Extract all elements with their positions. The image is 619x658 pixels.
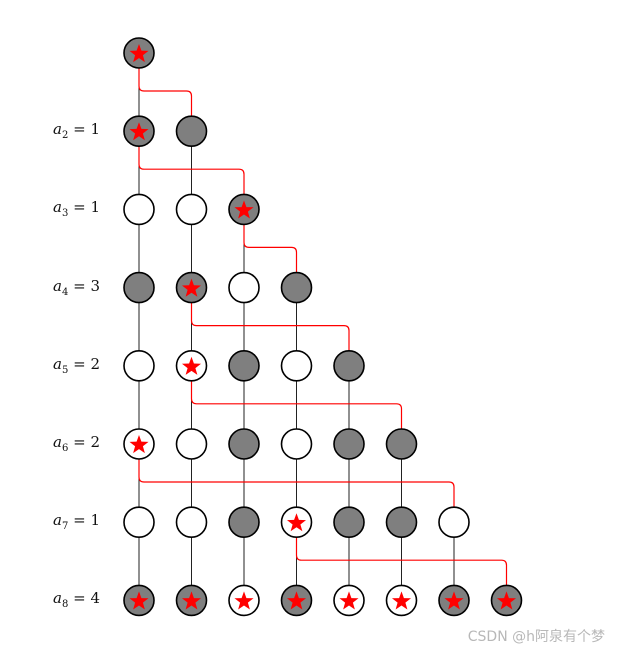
star-icon <box>234 591 254 610</box>
star-icon <box>181 278 202 297</box>
node-r7-c5 <box>333 506 365 539</box>
star-icon <box>496 591 517 610</box>
node-r7-c1 <box>123 506 155 539</box>
label-value: 3 <box>90 276 100 295</box>
row-label-a6: a6 = 2 <box>0 433 100 454</box>
star-icon <box>286 513 307 532</box>
star-icon <box>129 44 149 63</box>
label-subscript: 3 <box>61 208 69 220</box>
label-subscript: 7 <box>61 521 69 533</box>
node-r7-c2 <box>175 506 208 539</box>
red-link-1 <box>138 53 193 132</box>
label-variable: a <box>53 354 62 373</box>
label-variable: a <box>53 198 62 217</box>
label-equals: = <box>68 433 91 451</box>
label-value: 4 <box>90 589 100 608</box>
label-variable: a <box>53 120 62 139</box>
label-equals: = <box>68 120 91 139</box>
label-value: 1 <box>90 511 100 530</box>
watermark: CSDN @h阿泉有个梦 <box>467 629 605 645</box>
label-variable: a <box>53 433 62 451</box>
label-subscript: 8 <box>61 599 69 611</box>
node-r3-c2 <box>175 193 208 226</box>
red-link-2 <box>138 131 245 210</box>
row-label-a2: a2 = 1 <box>0 120 100 141</box>
node-r6-c2 <box>175 428 208 460</box>
node-r5-c5 <box>333 349 365 382</box>
label-equals: = <box>68 198 91 217</box>
red-link-4 <box>190 287 350 366</box>
star-icon <box>339 591 359 610</box>
label-value: 1 <box>90 198 100 217</box>
node-r6-c5 <box>333 428 365 460</box>
node-r5-c3 <box>228 349 260 382</box>
star-icon <box>129 122 149 141</box>
label-subscript: 4 <box>61 286 69 298</box>
label-value: 1 <box>90 120 100 139</box>
node-r7-c7 <box>438 506 470 539</box>
red-link-6 <box>138 444 455 523</box>
star-icon <box>129 591 149 610</box>
star-icon <box>286 591 307 610</box>
node-r6-c4 <box>280 428 313 460</box>
row-label-a7: a7 = 1 <box>0 511 100 532</box>
node-r6-c6 <box>385 428 418 460</box>
star-icon <box>181 356 202 375</box>
label-variable: a <box>53 511 62 530</box>
node-r5-c1 <box>123 349 155 382</box>
star-icon <box>391 591 412 610</box>
row-label-a3: a3 = 1 <box>0 198 100 219</box>
node-r7-c6 <box>385 506 418 539</box>
label-equals: = <box>68 354 91 373</box>
label-subscript: 5 <box>61 364 69 376</box>
label-equals: = <box>68 589 91 608</box>
label-variable: a <box>53 276 62 295</box>
node-r4-c1 <box>123 271 155 304</box>
row-label-a5: a5 = 2 <box>0 355 100 376</box>
label-value: 2 <box>90 433 100 451</box>
node-r6-c3 <box>228 428 260 460</box>
node-r5-c4 <box>280 349 313 382</box>
label-equals: = <box>68 511 91 530</box>
node-r3-c1 <box>123 193 155 226</box>
node-r2-c2 <box>175 115 208 147</box>
red-link-3 <box>243 209 298 288</box>
node-r7-c3 <box>228 506 260 539</box>
red-link-7 <box>295 522 508 601</box>
row-label-a8: a8 = 4 <box>0 589 100 610</box>
row-label-a4: a4 = 3 <box>0 277 100 298</box>
label-subscript: 6 <box>61 443 69 454</box>
node-r4-c3 <box>228 271 260 304</box>
star-icon <box>234 200 254 219</box>
red-link-5 <box>190 365 403 444</box>
label-equals: = <box>68 276 91 295</box>
label-subscript: 2 <box>61 130 69 142</box>
star-icon <box>444 591 464 610</box>
label-variable: a <box>53 589 62 608</box>
label-value: 2 <box>90 354 100 373</box>
node-r4-c4 <box>280 271 313 304</box>
star-icon <box>129 435 149 454</box>
star-icon <box>181 591 202 610</box>
